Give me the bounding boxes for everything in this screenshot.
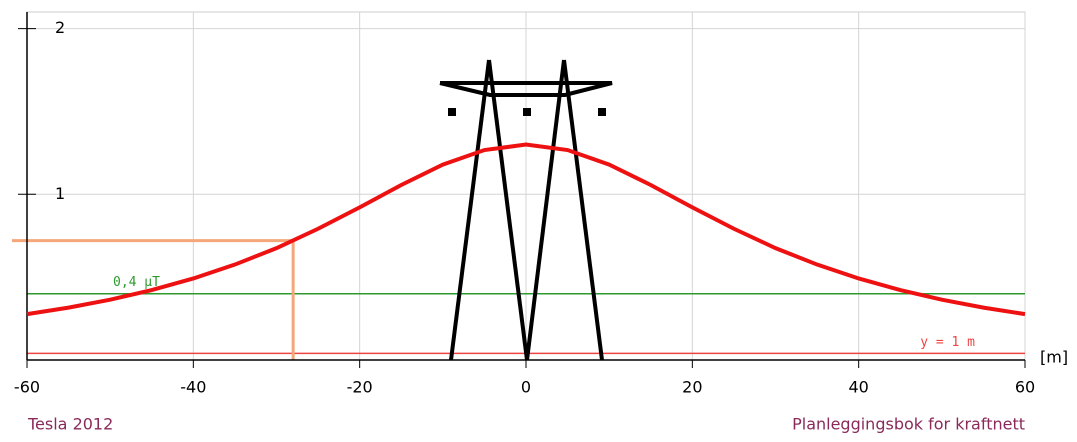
y-tick-label: 2 [55, 18, 65, 37]
x-tick-label: 60 [1015, 378, 1035, 397]
y-tick-label: 1 [55, 184, 65, 203]
x-axis-label: [m] [1040, 348, 1068, 367]
ground-label: y = 1 m [920, 335, 975, 350]
x-tick-label: 0 [521, 378, 531, 397]
footer-right: Planleggingsbok for kraftnett [792, 415, 1025, 434]
chart: [m] Tesla 2012 Planleggingsbok for kraft… [0, 0, 1077, 438]
x-tick-label: -40 [180, 378, 206, 397]
x-tick-label: -20 [347, 378, 373, 397]
x-tick-label: 40 [848, 378, 868, 397]
x-tick-label: 20 [682, 378, 702, 397]
footer-left: Tesla 2012 [27, 415, 113, 434]
x-tick-label: -60 [14, 378, 40, 397]
